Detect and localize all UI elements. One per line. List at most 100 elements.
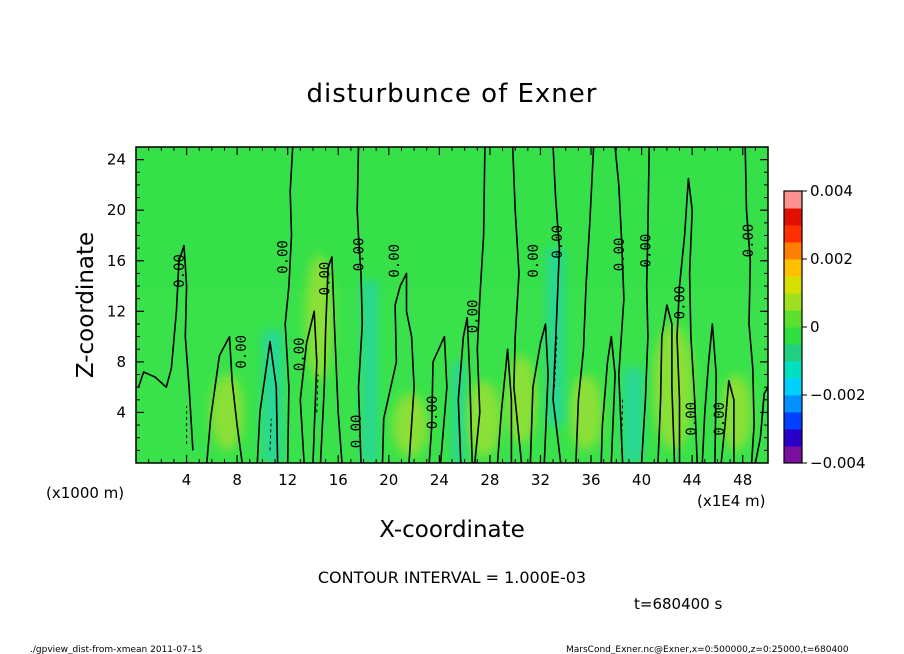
positive-patch [392, 393, 428, 457]
x-tick-label: 28 [480, 471, 499, 489]
contour-label: 0.00 [550, 225, 566, 259]
positive-patch [305, 254, 334, 381]
colorbar-swatch [784, 242, 802, 260]
contour-label: 0.00 [172, 254, 188, 288]
colorbar-label: 0.004 [810, 182, 853, 200]
colorbar-swatch [784, 412, 802, 430]
x-tick-label: 48 [733, 471, 752, 489]
colorbar-swatch [784, 310, 802, 328]
y-unit-label: (x1000 m) [46, 484, 124, 502]
contour-label: 0.00 [234, 335, 250, 369]
contour-label: 0.00 [292, 337, 308, 371]
x-tick-label: 44 [683, 471, 702, 489]
colorbar-swatch [784, 395, 802, 413]
contour-line [137, 244, 194, 451]
y-tick-label: 16 [107, 252, 126, 270]
contour-line-dashed [553, 336, 558, 388]
y-tick-label: 20 [107, 201, 126, 219]
plot-area: 0.00 0.00 0.00 0.00 0.00 0.00 0.00 0.00 0.00 0.00… [136, 147, 768, 463]
contour-label: 0.00 [317, 262, 333, 296]
positive-patch [210, 374, 244, 451]
contour-line [754, 386, 768, 463]
y-tick-label: 4 [116, 403, 126, 421]
x-tick-label: 4 [182, 471, 192, 489]
contour-line [511, 147, 523, 463]
contour-line [206, 335, 243, 463]
colorbar-label: 0.002 [810, 250, 853, 268]
negative-patch [362, 279, 378, 463]
contour-line [701, 323, 717, 463]
colorbar-swatch [784, 276, 802, 294]
colorbar-swatch [784, 191, 802, 209]
contour-line [457, 316, 473, 463]
contour-label: 0.00 [712, 402, 728, 436]
contour-line [552, 147, 562, 463]
contour-line [657, 304, 676, 463]
positive-patch [652, 323, 694, 451]
contour-label: 0.00 [526, 244, 542, 278]
x-tick-label: 16 [329, 471, 348, 489]
contour-label: 0.00 [673, 286, 689, 320]
negative-patch [262, 330, 283, 463]
colorbar: 0.004 0.002 0 −0.002 −0.004 [783, 182, 866, 472]
x-tick-label: 32 [531, 471, 550, 489]
y-tick-label: 24 [107, 151, 126, 169]
y-axis: 4 8 12 16 20 24 [107, 151, 768, 451]
colorbar-swatch [784, 225, 802, 243]
contour-line [640, 147, 650, 463]
contour-line [381, 272, 415, 463]
contour-label: 0.00 [276, 240, 292, 274]
contour-line-dashed [316, 374, 319, 413]
x-tick-label: 12 [278, 471, 297, 489]
contour-line [496, 348, 513, 463]
contour-label: 0.00 [349, 415, 365, 449]
contour-label: 0.00 [612, 238, 628, 272]
colorbar-swatch [784, 361, 802, 379]
contour-line [299, 310, 318, 463]
contour-line-dashed [620, 399, 624, 451]
colorbar-swatch [784, 344, 802, 362]
field-upper-band [136, 147, 768, 290]
x-axis: 4 8 12 16 20 24 28 32 36 40 44 48 [148, 147, 756, 489]
x-tick-label: 24 [430, 471, 449, 489]
chart-title: disturbunce of Exner [307, 79, 598, 109]
contour-label: 0.00 [387, 244, 403, 278]
contour-line [720, 380, 735, 463]
colorbar-swatch [784, 293, 802, 311]
colorbar-label: 0 [810, 318, 820, 336]
footer-left: ./gpview_dist-from-xmean 2011-07-15 [30, 645, 202, 654]
contour-label: 0.00 [638, 234, 654, 268]
contour-line [575, 147, 595, 463]
contour-interval: CONTOUR INTERVAL = 1.000E-03 [318, 568, 586, 587]
colorbar-label: −0.002 [810, 386, 866, 404]
x-tick-label: 40 [632, 471, 651, 489]
footer-right: MarsCond_Exner.nc@Exner,x=0:500000,z=0:2… [566, 645, 849, 654]
contour-line [614, 147, 625, 463]
colorbar-label: −0.004 [810, 454, 866, 472]
contour-label: 0.00 [352, 238, 368, 272]
y-axis-label: Z-coordinate [73, 232, 99, 378]
positive-patch [721, 374, 752, 451]
contour-line-dashed [269, 418, 272, 451]
colorbar-swatch [784, 327, 802, 345]
contour-line [744, 147, 755, 463]
contour-label: 0.00 [465, 300, 481, 334]
time-label: t=680400 s [634, 595, 722, 613]
colorbar-swatch [784, 259, 802, 277]
contour-line [256, 340, 279, 463]
colorbar-swatch [784, 378, 802, 396]
x-tick-label: 36 [581, 471, 600, 489]
x-tick-label: 8 [232, 471, 242, 489]
negative-patch [622, 368, 643, 463]
y-tick-label: 12 [107, 302, 126, 320]
contour-line [474, 147, 486, 463]
contour-label: 0.00 [425, 396, 441, 430]
contour-line [676, 177, 698, 463]
colorbar-swatch [784, 446, 802, 464]
contour-line [319, 256, 343, 463]
x-unit-label: (x1E4 m) [697, 492, 766, 510]
positive-patch [569, 374, 603, 451]
positive-patch [465, 380, 502, 457]
